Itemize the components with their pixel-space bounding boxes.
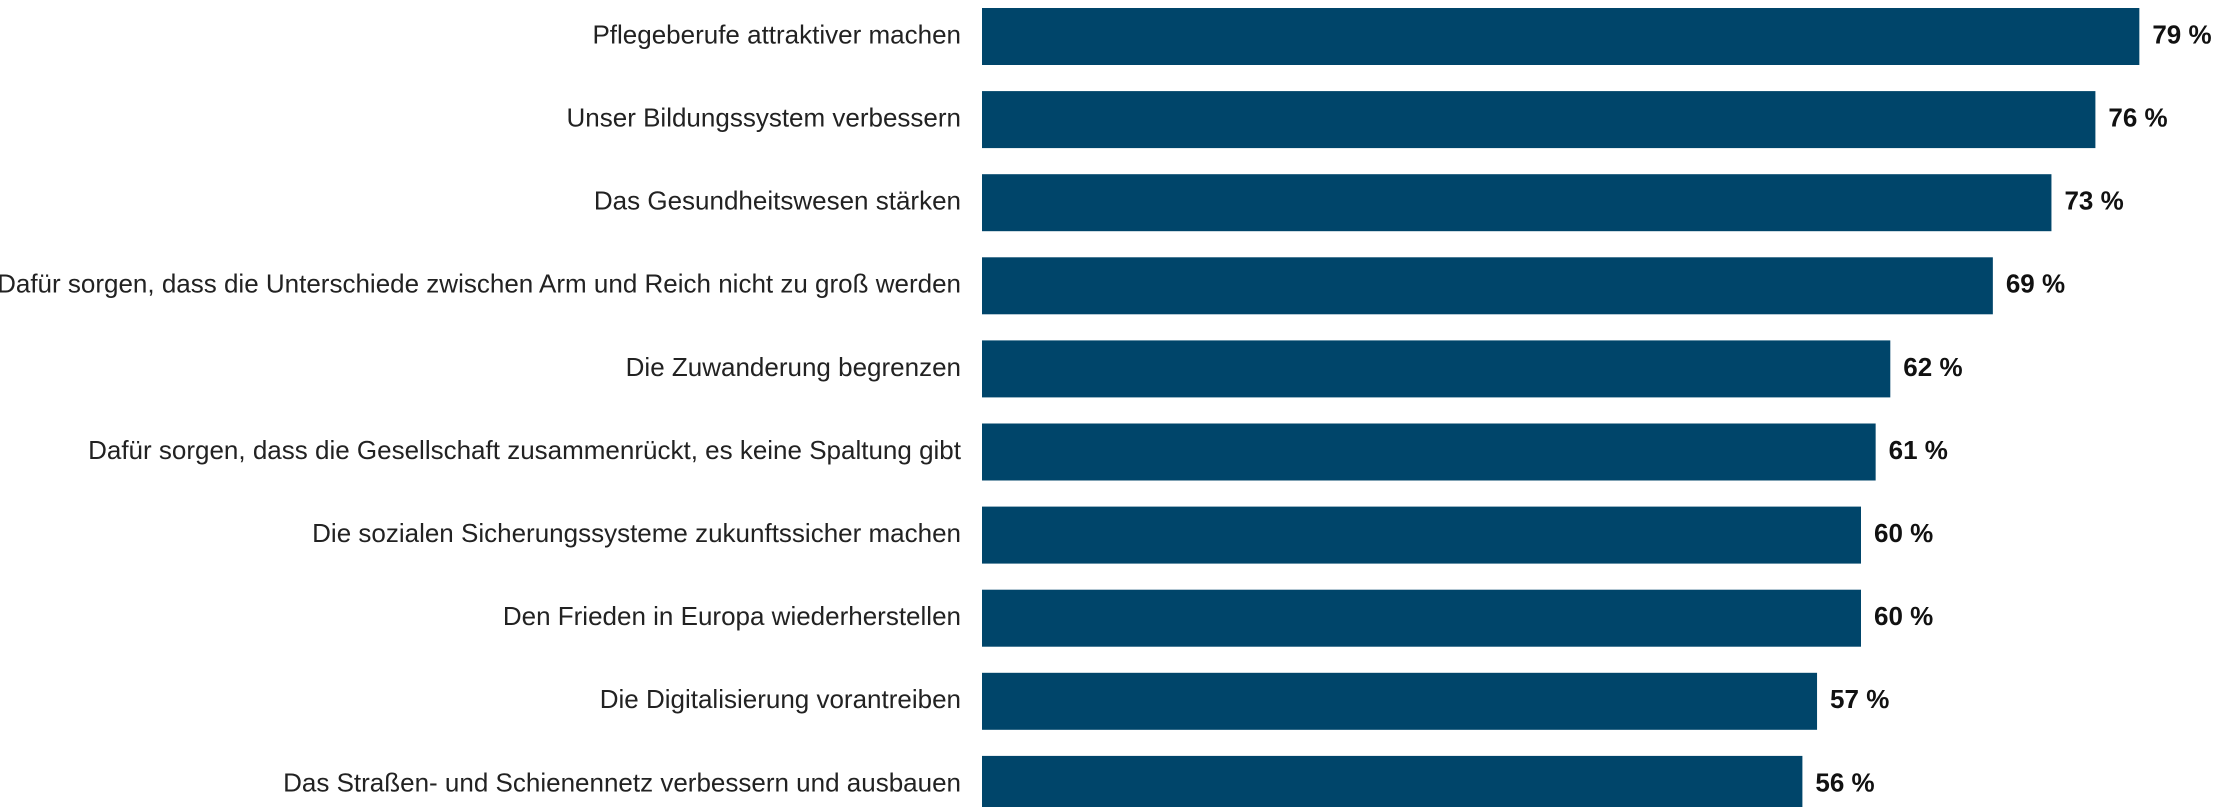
value-label: 76 % [2108,102,2167,132]
bar [982,423,1876,481]
value-label: 57 % [1830,684,1889,714]
category-label: Unser Bildungssystem verbessern [567,102,962,132]
bar [982,672,1818,730]
category-label: Das Straßen- und Schienennetz verbessern… [283,767,961,797]
category-label: Die sozialen Sicherungssysteme zukunftss… [312,518,961,548]
category-label: Die Zuwanderung begrenzen [626,352,961,382]
bar [982,174,2052,232]
category-label: Dafür sorgen, dass die Gesellschaft zusa… [88,435,962,465]
bar [982,755,1803,807]
value-label: 79 % [2152,19,2211,49]
bar [982,257,1993,315]
value-label: 61 % [1889,435,1948,465]
value-label: 73 % [2064,186,2123,216]
value-label: 69 % [2006,269,2065,299]
bar [982,8,2140,65]
category-label: Dafür sorgen, dass die Unterschiede zwis… [0,269,961,299]
category-label: Die Digitalisierung vorantreiben [600,684,961,714]
bar [982,340,1891,398]
category-label: Das Gesundheitswesen stärken [594,186,961,216]
value-label: 62 % [1903,352,1962,382]
value-label: 56 % [1815,767,1874,797]
category-label: Den Frieden in Europa wiederherstellen [503,601,961,631]
bar [982,589,1861,647]
category-label: Pflegeberufe attraktiver machen [592,19,961,49]
value-label: 60 % [1874,518,1933,548]
bar [982,506,1861,564]
value-label: 60 % [1874,601,1933,631]
bar [982,91,2096,149]
